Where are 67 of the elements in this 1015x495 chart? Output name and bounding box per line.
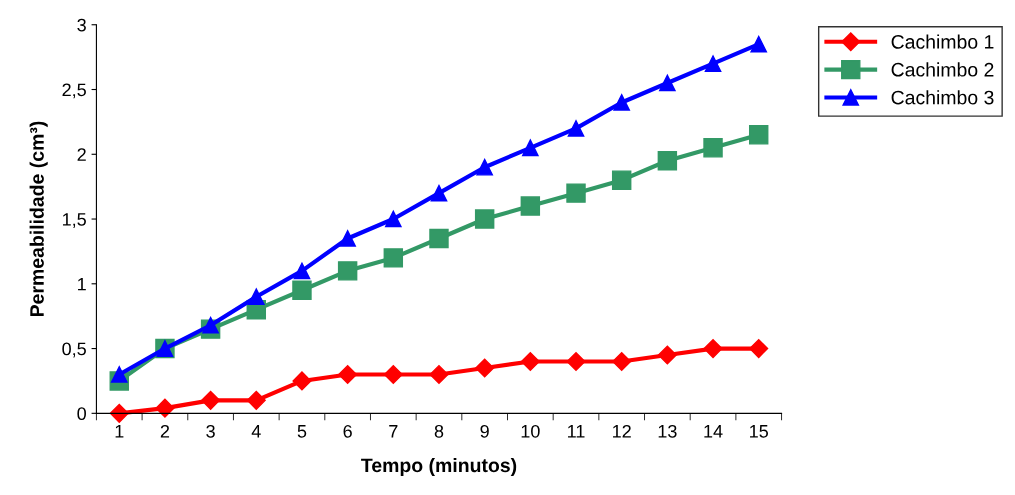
point [384,210,402,228]
point [522,139,539,157]
point [383,364,403,385]
x-tick-label: 14 [704,425,723,438]
x-tick-label: 15 [750,425,768,438]
point [202,316,219,334]
point [339,230,356,247]
x-tick-label: 1 [115,425,124,438]
point [110,366,128,383]
point [383,248,404,268]
y-tick-label: 1,5 [62,213,86,228]
point [337,261,358,281]
point [246,390,266,410]
x-axis-title: Tempo (minutos) [361,457,517,477]
point [338,364,358,385]
point [292,371,312,391]
x-tick-label: 3 [206,424,215,438]
point [520,196,541,216]
point [659,74,676,92]
point [475,358,495,378]
point [566,351,586,372]
point [703,138,723,158]
y-tick-label: 2,5 [62,83,86,99]
point [201,390,221,410]
y-tick-label: 0,5 [62,342,86,358]
point [750,35,768,53]
point [476,158,493,176]
x-tick-label: 4 [251,425,261,438]
point [612,351,632,372]
point [429,228,449,249]
point [292,280,312,300]
point [109,403,129,423]
point [520,351,540,372]
legend-label: Cachimbo 3 [891,90,994,105]
y-tick-label: 0 [77,407,86,421]
x-tick-label: 10 [521,424,540,438]
y-axis-title: Permeabilidade (cm³) [29,121,48,317]
x-tick-label: 13 [658,424,677,438]
x-tick-label: 9 [480,424,489,438]
point [566,183,586,203]
x-tick-label: 5 [297,425,307,438]
point [704,55,722,72]
x-tick-label: 11 [568,425,585,438]
x-tick-label: 8 [434,424,444,438]
point [611,170,632,190]
x-tick-label: 7 [389,425,398,438]
y-tick-label: 2 [77,148,86,161]
y-tick-label: 3 [77,18,86,32]
y-tick-label: 1 [78,277,86,291]
point [293,262,311,280]
point [657,151,678,171]
point [429,364,449,385]
legend-label: Cachimbo 1 [891,34,994,49]
legend-label: Cachimbo 2 [891,62,994,77]
point [703,339,723,359]
x-tick-label: 2 [160,424,170,438]
point [749,339,769,359]
point [474,209,495,229]
point [247,288,265,306]
point [155,398,175,418]
point [613,94,631,111]
point [657,345,677,365]
point [567,120,585,137]
x-tick-label: 6 [343,424,352,438]
point [748,125,769,145]
point [430,184,448,202]
x-tick-label: 12 [613,424,631,438]
